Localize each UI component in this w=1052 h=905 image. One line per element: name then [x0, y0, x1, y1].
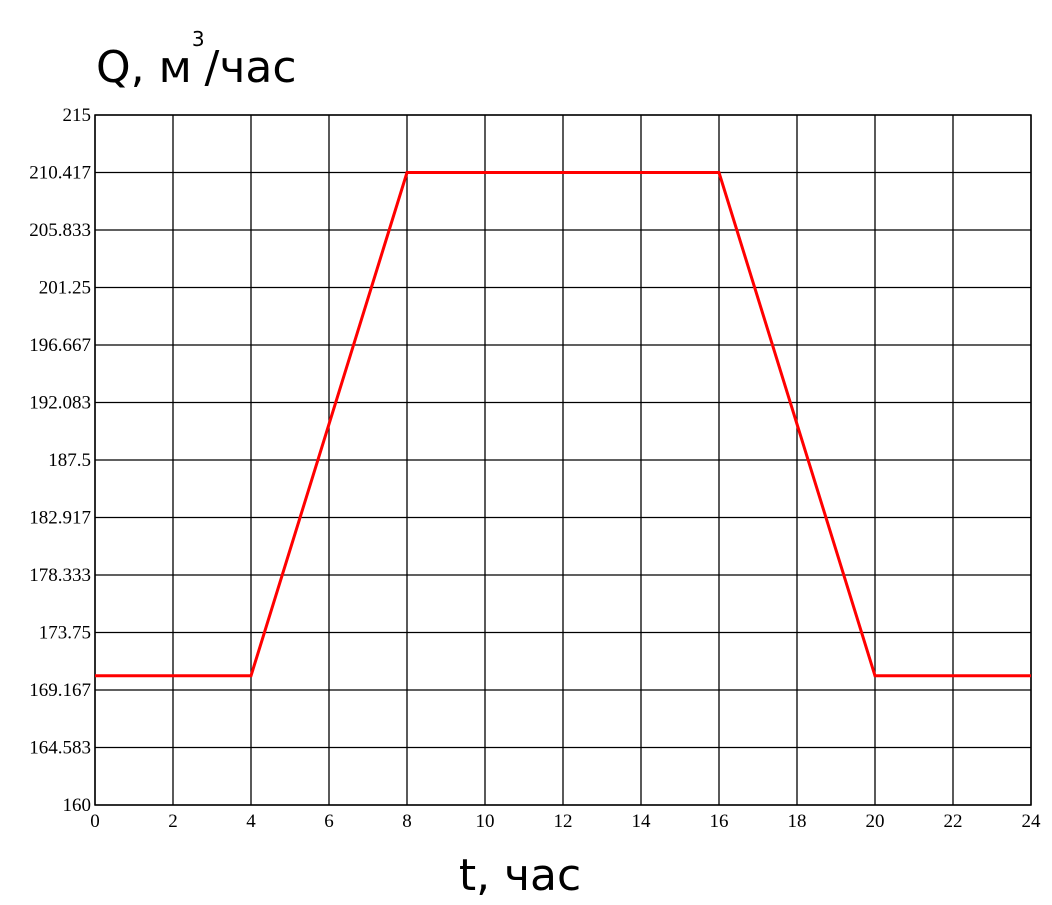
y-tick-label: 169.167	[29, 680, 91, 701]
x-tick-label: 22	[944, 811, 963, 832]
y-axis-title-tail: /час	[205, 42, 297, 93]
y-tick-label: 182.917	[29, 507, 91, 528]
y-tick-label: 173.75	[39, 623, 91, 644]
x-tick-label: 0	[90, 811, 100, 832]
y-tick-labels: 160 164.583 169.167 173.75 178.333 182.917 187…	[29, 105, 91, 816]
x-tick-label: 6	[324, 811, 334, 832]
y-tick-label: 215	[63, 105, 92, 126]
x-axis-title: t, час	[459, 850, 581, 901]
x-tick-label: 10	[476, 811, 495, 832]
x-tick-label: 20	[866, 811, 885, 832]
flow-rate-series-line	[95, 170, 1031, 678]
y-tick-label: 210.417	[29, 162, 91, 183]
x-tick-label: 8	[402, 811, 412, 832]
x-tick-label: 24	[1022, 811, 1042, 832]
x-tick-label: 14	[632, 811, 652, 832]
y-tick-label: 205.833	[29, 220, 91, 241]
y-axis-title: Q, м3/час	[96, 27, 297, 93]
x-tick-label: 2	[168, 811, 178, 832]
x-tick-labels: 0 2 4 6 8 10 12 14 16 18 20 22 24	[90, 811, 1041, 832]
y-tick-label: 196.667	[29, 335, 91, 356]
series-layer	[95, 170, 1031, 678]
y-tick-label: 178.333	[29, 565, 91, 586]
x-tick-label: 18	[788, 811, 807, 832]
y-tick-label: 201.25	[39, 278, 91, 299]
x-tick-label: 16	[710, 811, 729, 832]
x-tick-label: 12	[554, 811, 573, 832]
y-tick-label: 192.083	[29, 393, 91, 414]
y-axis-title-exponent: 3	[192, 27, 205, 51]
y-axis-title-main: Q, м	[96, 42, 192, 93]
y-tick-label: 164.583	[29, 738, 91, 759]
y-tick-label: 187.5	[48, 450, 91, 471]
plot-frame	[94, 114, 1032, 806]
y-tick-label: 160	[63, 795, 92, 816]
x-tick-label: 4	[246, 811, 256, 832]
